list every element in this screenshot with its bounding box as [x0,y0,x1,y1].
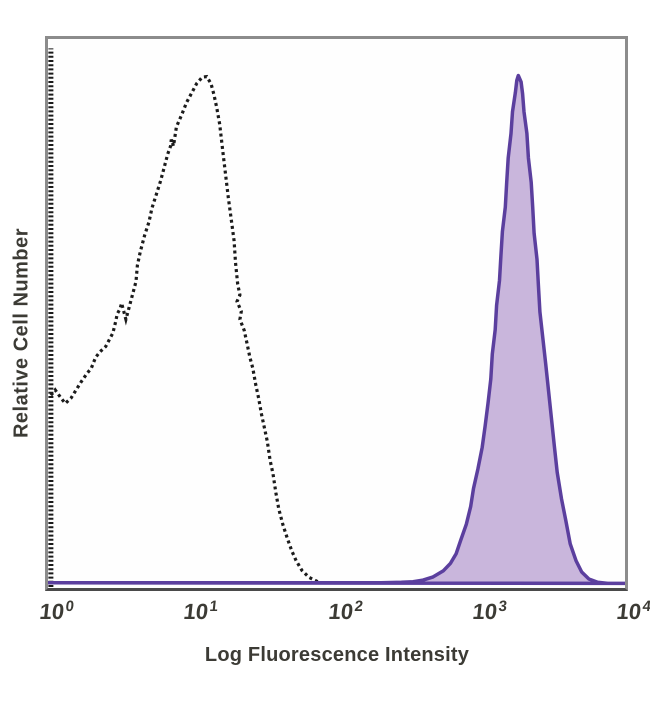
negative-control [49,74,319,584]
stained-sample [48,73,625,586]
x-tick-10e2: 102 [326,598,364,624]
x-axis-label: Log Fluorescence Intensity [204,644,470,666]
x-tick-10e0: 100 [38,598,75,624]
plot-area [45,36,628,591]
y-axis-label: Relative Cell Number [10,227,33,439]
x-tick-10e1: 101 [182,598,220,624]
x-tick-10e4: 104 [615,598,650,624]
x-tick-10e3: 103 [471,598,508,624]
histogram-canvas [48,48,625,587]
